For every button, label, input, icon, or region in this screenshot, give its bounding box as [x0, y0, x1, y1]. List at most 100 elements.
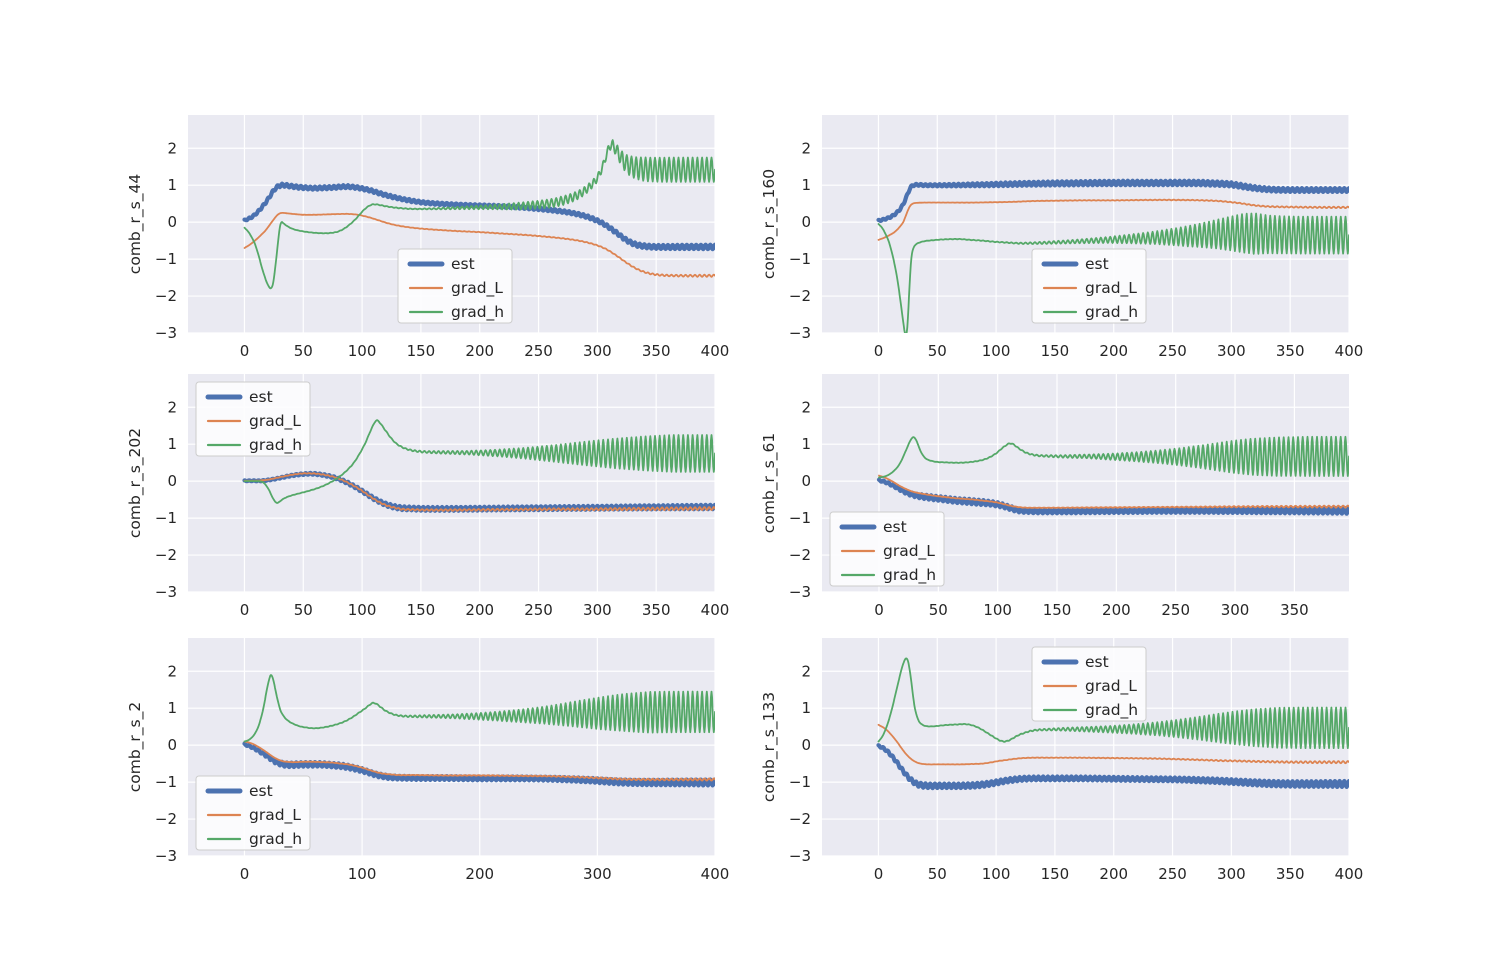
legend: est grad_L grad_h — [397, 248, 513, 324]
x-tick-label: 100 — [348, 342, 377, 360]
legend-box — [829, 511, 945, 587]
series-line-est — [242, 741, 715, 788]
x-tick-label: 300 — [583, 342, 612, 360]
x-tick-label: 200 — [1102, 601, 1131, 619]
y-tick-label: 1 — [801, 699, 811, 717]
y-tick-label: 1 — [167, 699, 177, 717]
legend-box — [195, 381, 311, 457]
series-line-grad_L — [877, 723, 1349, 766]
subplot-comb_r_s_61: 0 50 100 150 200 250 300 350 −3 −2 −1 0 1 2 comb_r_s_6… — [760, 374, 1349, 619]
y-tick-label: −2 — [155, 287, 177, 305]
x-tick-label: 0 — [240, 865, 250, 883]
y-tick-label: −3 — [155, 583, 177, 601]
y-tick-label: −2 — [789, 810, 811, 828]
legend: est grad_L grad_h — [1031, 646, 1147, 722]
legend-label-grad_L: grad_L — [1085, 279, 1137, 298]
y-tick-label: −1 — [155, 509, 177, 527]
legend-box — [195, 775, 311, 851]
series-line-grad_L — [243, 472, 715, 512]
legend-label-est: est — [249, 782, 273, 800]
y-axis-label: comb_r_s_2 — [126, 702, 145, 793]
y-tick-label: −3 — [789, 847, 811, 865]
x-tick-label: 350 — [642, 601, 671, 619]
y-tick-label: 2 — [167, 398, 177, 416]
y-tick-label: 2 — [801, 662, 811, 680]
x-tick-label: 100 — [983, 601, 1012, 619]
legend: est grad_L grad_h — [195, 775, 311, 851]
y-tick-label: 1 — [167, 176, 177, 194]
x-tick-label: 0 — [240, 601, 250, 619]
y-tick-label: 0 — [801, 472, 811, 490]
y-tick-label: −3 — [155, 847, 177, 865]
x-tick-label: 50 — [928, 342, 947, 360]
y-tick-label: 2 — [801, 139, 811, 157]
legend-label-est: est — [1085, 653, 1109, 671]
y-tick-label: 2 — [801, 398, 811, 416]
x-tick-label: 50 — [928, 865, 947, 883]
series-line-est — [876, 178, 1349, 223]
subplot-comb_r_s_2: 0 100 200 300 400 −3 −2 −1 0 1 2 comb_r_s_2 est grad_… — [126, 638, 729, 883]
legend-label-grad_h: grad_h — [1085, 701, 1138, 720]
x-tick-label: 200 — [1099, 865, 1128, 883]
x-tick-label: 200 — [465, 342, 494, 360]
y-tick-label: −2 — [789, 546, 811, 564]
x-tick-label: 250 — [1161, 601, 1190, 619]
y-axis-label: comb_r_s_61 — [760, 433, 779, 533]
series-line-est — [242, 181, 715, 252]
legend-label-est: est — [883, 518, 907, 536]
x-tick-label: 0 — [874, 342, 884, 360]
y-tick-label: −2 — [155, 546, 177, 564]
x-tick-label: 150 — [407, 601, 436, 619]
series-line-grad_h — [877, 212, 1349, 333]
x-tick-label: 250 — [1158, 865, 1187, 883]
legend-box — [1031, 248, 1147, 324]
x-tick-label: 350 — [1276, 342, 1305, 360]
x-tick-label: 50 — [294, 342, 313, 360]
x-tick-label: 250 — [1158, 342, 1187, 360]
x-tick-label: 200 — [1099, 342, 1128, 360]
series-line-grad_h — [877, 657, 1349, 749]
x-tick-label: 150 — [1041, 342, 1070, 360]
y-tick-label: −3 — [789, 324, 811, 342]
x-tick-label: 150 — [1043, 601, 1072, 619]
x-tick-label: 250 — [524, 601, 553, 619]
legend-label-grad_h: grad_h — [1085, 303, 1138, 322]
y-axis-label: comb_r_s_44 — [126, 174, 145, 274]
x-tick-label: 400 — [1335, 342, 1364, 360]
legend: est grad_L grad_h — [829, 511, 945, 587]
x-tick-label: 300 — [1217, 342, 1246, 360]
y-axis-label: comb_r_s_133 — [760, 692, 779, 802]
y-tick-label: −1 — [789, 509, 811, 527]
legend-label-grad_L: grad_L — [1085, 677, 1137, 696]
x-tick-label: 100 — [982, 342, 1011, 360]
y-tick-label: −1 — [789, 250, 811, 268]
legend-label-grad_L: grad_L — [451, 279, 503, 298]
y-tick-label: −3 — [155, 324, 177, 342]
y-tick-label: 2 — [167, 139, 177, 157]
x-tick-label: 300 — [583, 865, 612, 883]
series-line-grad_h — [243, 674, 715, 743]
series-line-est — [876, 743, 1349, 791]
x-tick-label: 400 — [701, 601, 730, 619]
x-tick-label: 350 — [642, 342, 671, 360]
legend-label-grad_L: grad_L — [249, 412, 301, 431]
x-tick-label: 50 — [294, 601, 313, 619]
x-tick-label: 350 — [1276, 865, 1305, 883]
x-tick-label: 400 — [701, 342, 730, 360]
x-tick-label: 200 — [465, 865, 494, 883]
x-tick-label: 100 — [982, 865, 1011, 883]
x-tick-label: 300 — [583, 601, 612, 619]
series-line-grad_h — [243, 139, 715, 290]
series-line-grad_L — [243, 211, 715, 278]
legend-label-est: est — [451, 255, 475, 273]
x-tick-label: 100 — [348, 601, 377, 619]
subplot-comb_r_s_44: 0 50 100 150 200 250 300 350 400 −3 −2 −1 0 1 2 comb_r_… — [126, 115, 729, 360]
legend: est grad_L grad_h — [1031, 248, 1147, 324]
series-line-grad_L — [878, 474, 1349, 509]
y-tick-label: 0 — [801, 736, 811, 754]
y-tick-label: −2 — [155, 810, 177, 828]
x-tick-label: 400 — [701, 865, 730, 883]
series-line-est — [876, 477, 1349, 516]
legend-box — [1031, 646, 1147, 722]
